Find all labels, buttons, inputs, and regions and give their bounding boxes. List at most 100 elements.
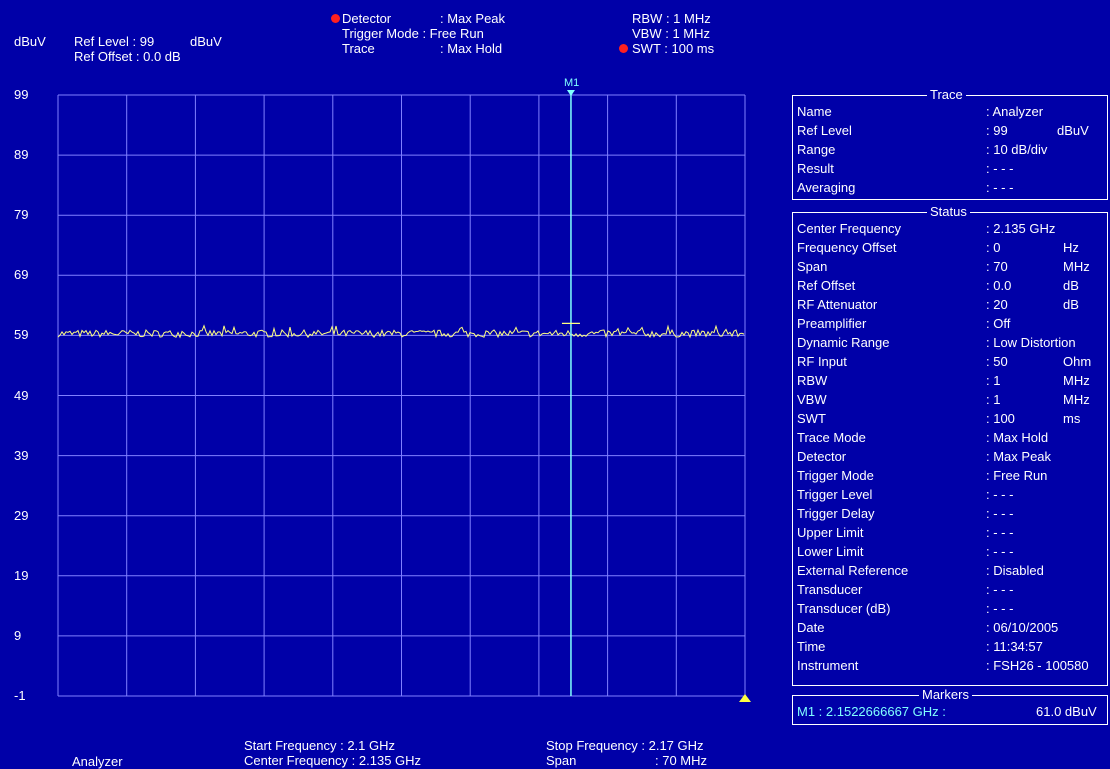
trace-panel-row-label: Range <box>797 142 836 157</box>
markers-panel-title: Markers <box>919 688 972 702</box>
status-panel-row-label: Frequency Offset <box>797 240 897 255</box>
status-panel-row-label: RF Input <box>797 354 847 369</box>
trace-panel-title: Trace <box>927 88 966 102</box>
status-panel-row-value: : Low Distortion <box>986 335 1076 350</box>
status-panel-row-label: Preamplifier <box>797 316 867 331</box>
status-panel-row-label: VBW <box>797 392 827 407</box>
center-frequency-readout: Center Frequency : 2.135 GHz <box>244 753 422 768</box>
status-panel-row-value: : 0.0 <box>986 278 1012 293</box>
status-panel-row-label: Ref Offset <box>797 278 856 293</box>
detector-label: Detector <box>342 11 392 26</box>
trace-panel-row-label: Name <box>797 104 832 119</box>
status-panel-row-value: : Free Run <box>986 468 1048 483</box>
y-tick-label: 89 <box>14 147 29 163</box>
status-panel-row-unit: dB <box>1063 278 1079 293</box>
status-panel-row-label: Span <box>797 259 828 274</box>
status-panel-row-value: : Off <box>986 316 1011 331</box>
status-panel-row-value: : - - - <box>986 544 1014 559</box>
status-panel-row-unit: Hz <box>1063 240 1079 255</box>
status-info-panel: Status Center Frequency : 2.135 GHz Freque… <box>792 205 1108 686</box>
y-unit-label: dBuV <box>14 34 46 49</box>
status-panel-row-unit: Ohm <box>1063 354 1092 369</box>
marker-m1-frequency: M1 : 2.1522666667 GHz : <box>797 704 946 719</box>
y-tick-label: 49 <box>14 387 29 403</box>
vbw-readout: VBW : 1 MHz <box>632 26 711 41</box>
status-panel-title: Status <box>927 205 970 219</box>
status-panel-row-label: Trigger Mode <box>797 468 874 483</box>
trace-panel-row-label: Averaging <box>797 180 856 195</box>
status-panel-row-value: : 70 <box>986 259 1008 274</box>
status-panel-row-value: : - - - <box>986 525 1014 540</box>
status-panel-row-label: SWT <box>797 411 826 426</box>
status-panel-row-value: : 0 <box>986 240 1001 255</box>
status-panel-row-value: : 100 <box>986 411 1015 426</box>
status-panel-row-unit: dB <box>1063 297 1079 312</box>
span-value: : 70 MHz <box>655 753 708 768</box>
status-panel-row-label: Detector <box>797 449 847 464</box>
status-panel-row-label: Upper Limit <box>797 525 864 540</box>
marker-layer: M1 <box>561 77 751 702</box>
marker-m1-pointer-icon <box>566 90 575 96</box>
status-panel-row-label: Trace Mode <box>797 430 866 445</box>
y-tick-label: 29 <box>14 507 29 523</box>
plot-grid <box>57 94 746 697</box>
status-panel-row-label: Trigger Level <box>797 487 873 502</box>
trigger-mode-readout: Trigger Mode : Free Run <box>342 26 484 41</box>
status-panel-row-value: : - - - <box>986 601 1014 616</box>
status-panel-row-label: Date <box>797 620 825 635</box>
y-tick-label: 39 <box>14 447 29 463</box>
status-panel-row-value: : - - - <box>986 582 1014 597</box>
status-panel-row-label: Center Frequency <box>797 221 902 236</box>
status-panel-row-value: : 06/10/2005 <box>986 620 1059 635</box>
marker-m1-label: M1 <box>564 77 579 89</box>
status-panel-row-label: RF Attenuator <box>797 297 878 312</box>
status-panel-row-value: : Max Peak <box>986 449 1052 464</box>
spectrum-plot: M1 <box>57 77 751 702</box>
trace-info-panel: Trace Name: Analyzer Ref Level: 99 dBuV Ran… <box>792 88 1108 200</box>
trace-panel-row-unit: dBuV <box>1057 123 1089 138</box>
status-panel-row-value: : Disabled <box>986 563 1044 578</box>
detector-indicator-icon <box>331 14 340 23</box>
span-label: Span <box>546 753 577 768</box>
trace-panel-row-value: : 10 dB/div <box>986 142 1048 157</box>
swt-readout: SWT : 100 ms <box>632 41 715 56</box>
trace-panel-row-value: : - - - <box>986 180 1014 195</box>
status-panel-row-label: RBW <box>797 373 828 388</box>
status-panel-row-unit: ms <box>1063 411 1081 426</box>
trace-panel-row-value: : Analyzer <box>986 104 1044 119</box>
status-panel-row-unit: MHz <box>1063 259 1090 274</box>
status-panel-row-label: Trigger Delay <box>797 506 875 521</box>
status-panel-row-label: External Reference <box>797 563 909 578</box>
detector-value: : Max Peak <box>440 11 506 26</box>
stop-frequency-readout: Stop Frequency : 2.17 GHz <box>546 738 704 753</box>
status-panel-row-label: Instrument <box>797 658 859 673</box>
mode-label: Analyzer <box>72 754 123 769</box>
status-panel-row-value: : - - - <box>986 487 1014 502</box>
status-panel-row-value: : 2.135 GHz <box>986 221 1056 236</box>
y-tick-label: 69 <box>14 267 29 283</box>
ref-level-unit: dBuV <box>190 34 222 49</box>
reference-corner-triangle-icon <box>739 694 751 702</box>
y-tick-label: 9 <box>14 627 22 643</box>
status-panel-row-label: Time <box>797 639 826 654</box>
trace-label: Trace <box>342 41 375 56</box>
swt-indicator-icon <box>619 44 628 53</box>
status-panel-row-value: : 50 <box>986 354 1008 369</box>
status-panel-row-unit: MHz <box>1063 392 1090 407</box>
ref-offset-readout: Ref Offset : 0.0 dB <box>74 49 181 64</box>
y-tick-label: -1 <box>14 688 26 703</box>
start-frequency-readout: Start Frequency : 2.1 GHz <box>244 738 396 753</box>
ref-level-readout: Ref Level : 99 <box>74 34 155 49</box>
status-panel-row-value: : FSH26 - 100580 <box>986 658 1089 673</box>
rbw-readout: RBW : 1 MHz <box>632 11 711 26</box>
status-panel-row-value: : 20 <box>986 297 1008 312</box>
y-tick-label: 79 <box>14 207 29 223</box>
status-panel-row-label: Transducer (dB) <box>797 601 891 616</box>
status-panel-row-label: Transducer <box>797 582 863 597</box>
status-panel-row-value: : 11:34:57 <box>986 639 1043 654</box>
y-tick-label: 99 <box>14 87 29 102</box>
status-panel-row-value: : 1 <box>986 392 1001 407</box>
y-tick-label: 19 <box>14 567 29 583</box>
status-panel-row-value: : 1 <box>986 373 1001 388</box>
